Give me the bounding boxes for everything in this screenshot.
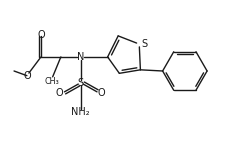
- Text: O: O: [23, 71, 31, 81]
- Text: CH₃: CH₃: [44, 77, 59, 86]
- Text: S: S: [78, 78, 84, 88]
- Text: S: S: [142, 39, 148, 49]
- Text: O: O: [37, 30, 45, 40]
- Text: N: N: [77, 52, 84, 62]
- Text: methyl: methyl: [13, 74, 18, 76]
- Text: methyl: methyl: [12, 74, 17, 75]
- Text: O: O: [98, 88, 106, 98]
- Text: NH₂: NH₂: [71, 107, 90, 117]
- Text: O: O: [56, 88, 63, 98]
